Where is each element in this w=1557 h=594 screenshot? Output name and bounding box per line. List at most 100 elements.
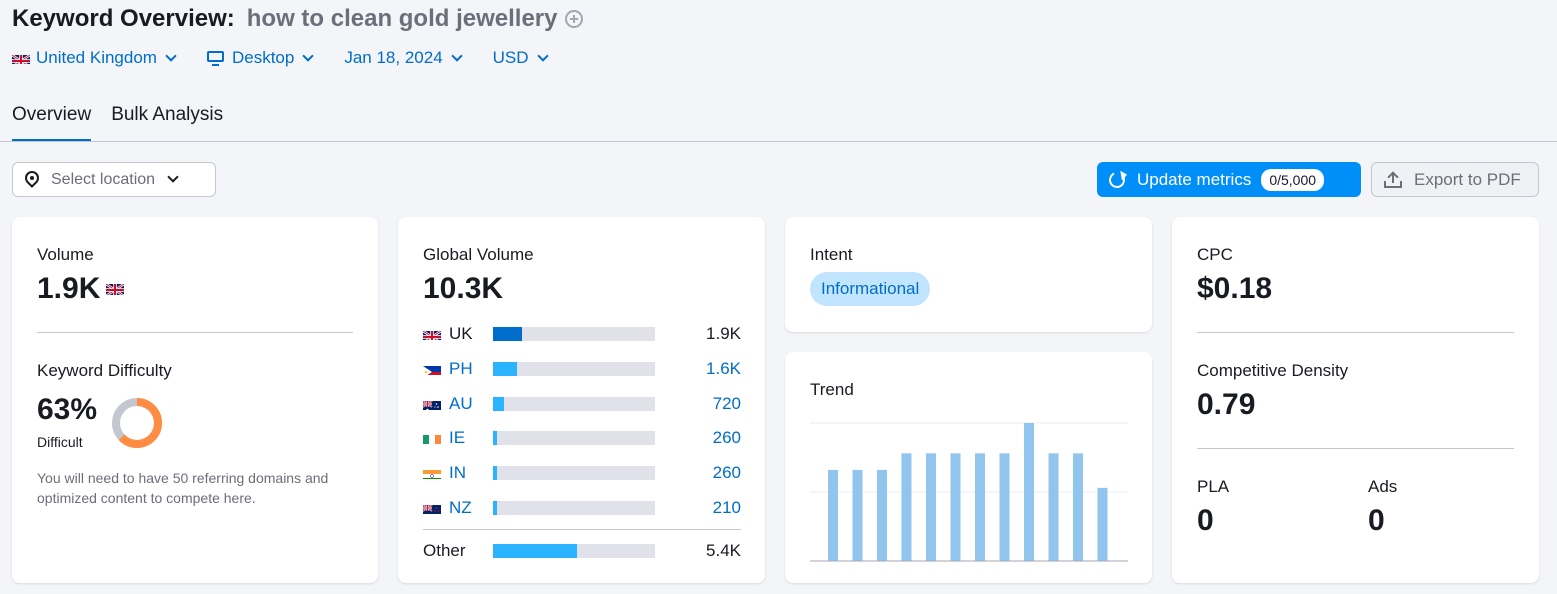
gv-row-ie[interactable]: IE 260 (423, 426, 741, 450)
global-volume-card: Global Volume 10.3K UK 1.9K PH 1.6K AU 720 IE 2… (398, 217, 765, 583)
trend-bar-1[interactable] (828, 469, 838, 561)
page-title: Keyword Overview: how to clean gold jewe… (12, 5, 584, 33)
gv-bar (493, 466, 655, 481)
intent-badge[interactable]: Informational (810, 272, 931, 306)
desktop-icon (206, 50, 224, 66)
gv-country-code[interactable]: IN (449, 463, 466, 483)
competitive-density-label: Competitive Density (1197, 361, 1349, 380)
trend-bar-3[interactable] (877, 469, 887, 561)
currency-label: USD (492, 48, 529, 67)
gv-country-code[interactable]: AU (449, 393, 473, 413)
cpc-card: CPC $0.18 Competitive Density 0.79 PLA 0… (1172, 217, 1539, 583)
chevron-down-icon (450, 49, 463, 62)
global-volume-value: 10.3K (423, 272, 504, 305)
trend-label: Trend (810, 380, 854, 399)
volume-value: 1.9K (37, 272, 101, 305)
gv-value[interactable]: 260 (712, 463, 741, 483)
gv-other-bar-fill (493, 544, 578, 558)
filter-bar: United Kingdom Desktop Jan 18, 2024 USD (12, 46, 549, 70)
trend-bar-8[interactable] (999, 453, 1010, 561)
gv-bar (493, 327, 655, 341)
ads-value: 0 (1368, 504, 1385, 537)
trend-bar-2[interactable] (852, 469, 863, 561)
gv-row-au[interactable]: AU 720 (423, 392, 741, 416)
refresh-icon (1106, 169, 1128, 190)
au-flag-icon (423, 398, 441, 410)
page-title-prefix: Keyword Overview: (12, 5, 235, 32)
trend-bar-5[interactable] (926, 453, 936, 561)
chevron-down-icon (302, 49, 315, 62)
intent-label: Intent (810, 245, 853, 264)
device-label: Desktop (231, 48, 295, 67)
divider (1197, 448, 1514, 449)
gv-value: 1.9K (706, 324, 741, 343)
date-dropdown[interactable]: Jan 18, 2024 (344, 48, 463, 68)
uk-flag-icon (106, 283, 125, 295)
country-label: United Kingdom (36, 48, 157, 67)
competitive-density-value: 0.79 (1197, 388, 1256, 421)
nz-flag-icon (423, 502, 441, 514)
keyword-title: how to clean gold jewellery (246, 5, 558, 32)
currency-dropdown[interactable]: USD (492, 48, 549, 68)
tab-divider (0, 141, 1557, 142)
trend-bar-12[interactable] (1097, 487, 1108, 561)
gv-value[interactable]: 210 (712, 498, 741, 517)
chevron-down-icon (167, 171, 179, 183)
gv-country-code[interactable]: IE (449, 428, 466, 448)
trend-bar-4[interactable] (901, 453, 912, 561)
export-pdf-button[interactable]: Export to PDF (1371, 162, 1539, 197)
chevron-down-icon (536, 49, 549, 62)
trend-card: Trend (785, 352, 1152, 583)
gv-row-ph[interactable]: PH 1.6K (423, 357, 741, 381)
ie-flag-icon (423, 432, 441, 445)
cpc-value: $0.18 (1197, 272, 1273, 305)
tab-bulk-analysis[interactable]: Bulk Analysis (111, 104, 224, 125)
gv-row-uk: UK 1.9K (423, 322, 741, 346)
location-select[interactable]: Select location (12, 162, 216, 197)
gv-other-label: Other (423, 541, 466, 560)
gv-country-code[interactable]: PH (449, 358, 473, 378)
gv-row-nz[interactable]: NZ 210 (423, 496, 741, 520)
device-dropdown[interactable]: Desktop (206, 48, 315, 68)
pla-value: 0 (1197, 504, 1214, 537)
global-volume-label: Global Volume (423, 245, 534, 264)
gv-bar-fill (493, 396, 505, 411)
pla-label: PLA (1197, 477, 1230, 496)
trend-bar-11[interactable] (1073, 453, 1083, 561)
update-metrics-label: Update metrics (1137, 169, 1252, 189)
gv-value[interactable]: 260 (712, 428, 741, 448)
gv-country-code[interactable]: NZ (449, 498, 472, 517)
export-pdf-label: Export to PDF (1414, 169, 1521, 189)
chevron-down-icon (165, 49, 177, 62)
gv-bar-fill (493, 466, 498, 481)
gv-other-bar (493, 544, 655, 558)
gv-value[interactable]: 1.6K (706, 358, 741, 378)
update-metrics-button[interactable]: Update metrics 0/5,000 (1097, 162, 1361, 197)
gv-bar (493, 396, 655, 411)
tab-bar: Overview Bulk Analysis (12, 104, 243, 142)
kd-value: 63% (37, 393, 98, 426)
country-dropdown[interactable]: United Kingdom (12, 48, 177, 68)
uk-flag-icon (12, 52, 30, 64)
divider (37, 332, 353, 333)
gv-row-in[interactable]: IN 260 (423, 461, 741, 485)
gv-bar (493, 361, 655, 376)
gv-value[interactable]: 720 (712, 393, 741, 413)
trend-chart (810, 422, 1128, 562)
trend-bar-7[interactable] (975, 453, 985, 561)
gv-bar (493, 501, 655, 515)
divider (1197, 332, 1514, 333)
plus-circle-icon[interactable] (565, 10, 584, 28)
kd-description: You will need to have 50 referring domai… (37, 470, 329, 506)
trend-bar-6[interactable] (950, 453, 961, 561)
update-count-badge: 0/5,000 (1261, 168, 1325, 191)
gv-bar-fill (493, 501, 497, 515)
date-label: Jan 18, 2024 (344, 48, 443, 67)
gv-bar (493, 431, 655, 446)
trend-bar-9[interactable] (1024, 423, 1034, 561)
tab-overview[interactable]: Overview (12, 104, 92, 142)
kd-donut-arc (112, 398, 162, 448)
trend-bar-10[interactable] (1048, 453, 1059, 561)
volume-card: Volume 1.9K Keyword Difficulty 63% Diffi… (12, 217, 378, 583)
location-placeholder: Select location (51, 170, 156, 188)
